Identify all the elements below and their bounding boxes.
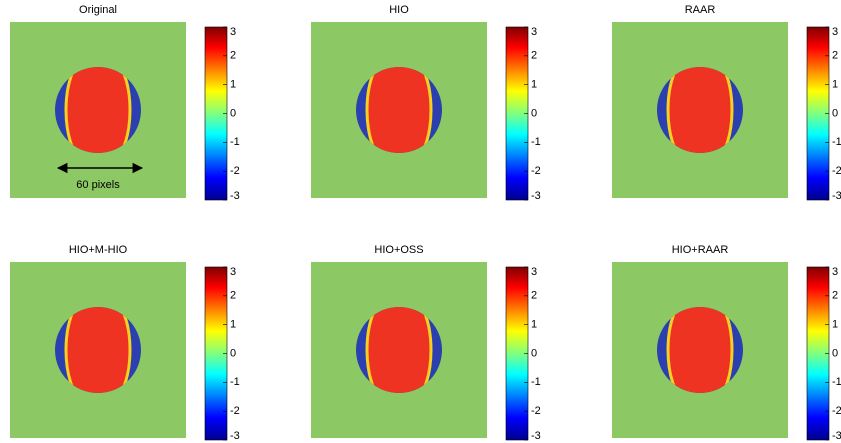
panel-title: RAAR [685, 4, 716, 16]
colorbar-tick-label: -2 [230, 165, 240, 177]
colorbar-tick-label: 3 [531, 266, 537, 278]
colorbar-tick-label: 0 [832, 347, 838, 359]
colorbar-tick-label: 1 [832, 319, 838, 331]
colorbar-tick-label: -1 [230, 376, 240, 388]
colorbar-tick-label: 3 [832, 26, 838, 38]
colorbar-tick-label: -1 [230, 136, 240, 148]
colorbar-tick-label: 3 [230, 26, 236, 38]
colorbar-tick-label: 0 [531, 107, 537, 119]
colorbar-tick-label: -1 [832, 136, 841, 148]
colorbar-tick-label: 2 [230, 50, 236, 62]
panel-title: Original [79, 4, 117, 16]
colorbar-tick-label: -1 [832, 376, 841, 388]
colorbar-tick-label: -3 [832, 430, 841, 442]
panel: HIO+M-HIO 3 2 1 0 -1 -2 -3 [10, 244, 240, 442]
panel-title: HIO+OSS [374, 244, 423, 256]
figure: Original 60 pixels 3 2 1 0 -1 -2 -3 HIO 3 2 1 0 -1 -2 -3… [0, 0, 841, 443]
colorbar-tick-label: 0 [230, 107, 236, 119]
colorbar-tick-label: -2 [531, 405, 541, 417]
panel: Original 60 pixels 3 2 1 0 -1 -2 -3 [10, 4, 240, 202]
colorbar-tick-label: 1 [531, 79, 537, 91]
colorbar-tick-label: 2 [832, 50, 838, 62]
panel-title: HIO [389, 4, 409, 16]
colorbar-tick-label: 0 [531, 347, 537, 359]
colorbar-tick-label: 0 [230, 347, 236, 359]
colorbar-tick-label: 3 [230, 266, 236, 278]
colorbar-tick-label: -2 [832, 165, 841, 177]
colorbar-tick-label: -2 [531, 165, 541, 177]
panel-title: HIO+M-HIO [69, 244, 128, 256]
colorbar-tick-label: -3 [832, 190, 841, 202]
panel: HIO+OSS 3 2 1 0 -1 -2 -3 [311, 244, 541, 442]
colorbar-tick-label: 2 [531, 50, 537, 62]
colorbar-tick-label: 1 [230, 319, 236, 331]
colorbar-tick-label: 2 [531, 290, 537, 302]
figure-canvas: Original 60 pixels 3 2 1 0 -1 -2 -3 HIO 3 2 1 0 -1 -2 -3… [0, 0, 841, 443]
colorbar-tick-label: -1 [531, 136, 541, 148]
panel: HIO+RAAR 3 2 1 0 -1 -2 -3 [612, 244, 841, 442]
colorbar-tick-label: -2 [230, 405, 240, 417]
colorbar-tick-label: -1 [531, 376, 541, 388]
panel: HIO 3 2 1 0 -1 -2 -3 [311, 4, 541, 202]
colorbar-tick-label: 2 [832, 290, 838, 302]
colorbar-tick-label: 1 [531, 319, 537, 331]
colorbar-tick-label: 1 [832, 79, 838, 91]
scale-label: 60 pixels [76, 179, 120, 191]
colorbar-tick-label: -3 [230, 430, 240, 442]
colorbar-tick-label: -3 [230, 190, 240, 202]
colorbar-tick-label: 2 [230, 290, 236, 302]
colorbar-tick-label: 3 [832, 266, 838, 278]
colorbar-tick-label: -3 [531, 190, 541, 202]
colorbar-tick-label: 1 [230, 79, 236, 91]
colorbar-tick-label: -3 [531, 430, 541, 442]
panel-title: HIO+RAAR [672, 244, 729, 256]
colorbar-tick-label: 3 [531, 26, 537, 38]
colorbar-tick-label: 0 [832, 107, 838, 119]
colorbar-tick-label: -2 [832, 405, 841, 417]
panel: RAAR 3 2 1 0 -1 -2 -3 [612, 4, 841, 202]
